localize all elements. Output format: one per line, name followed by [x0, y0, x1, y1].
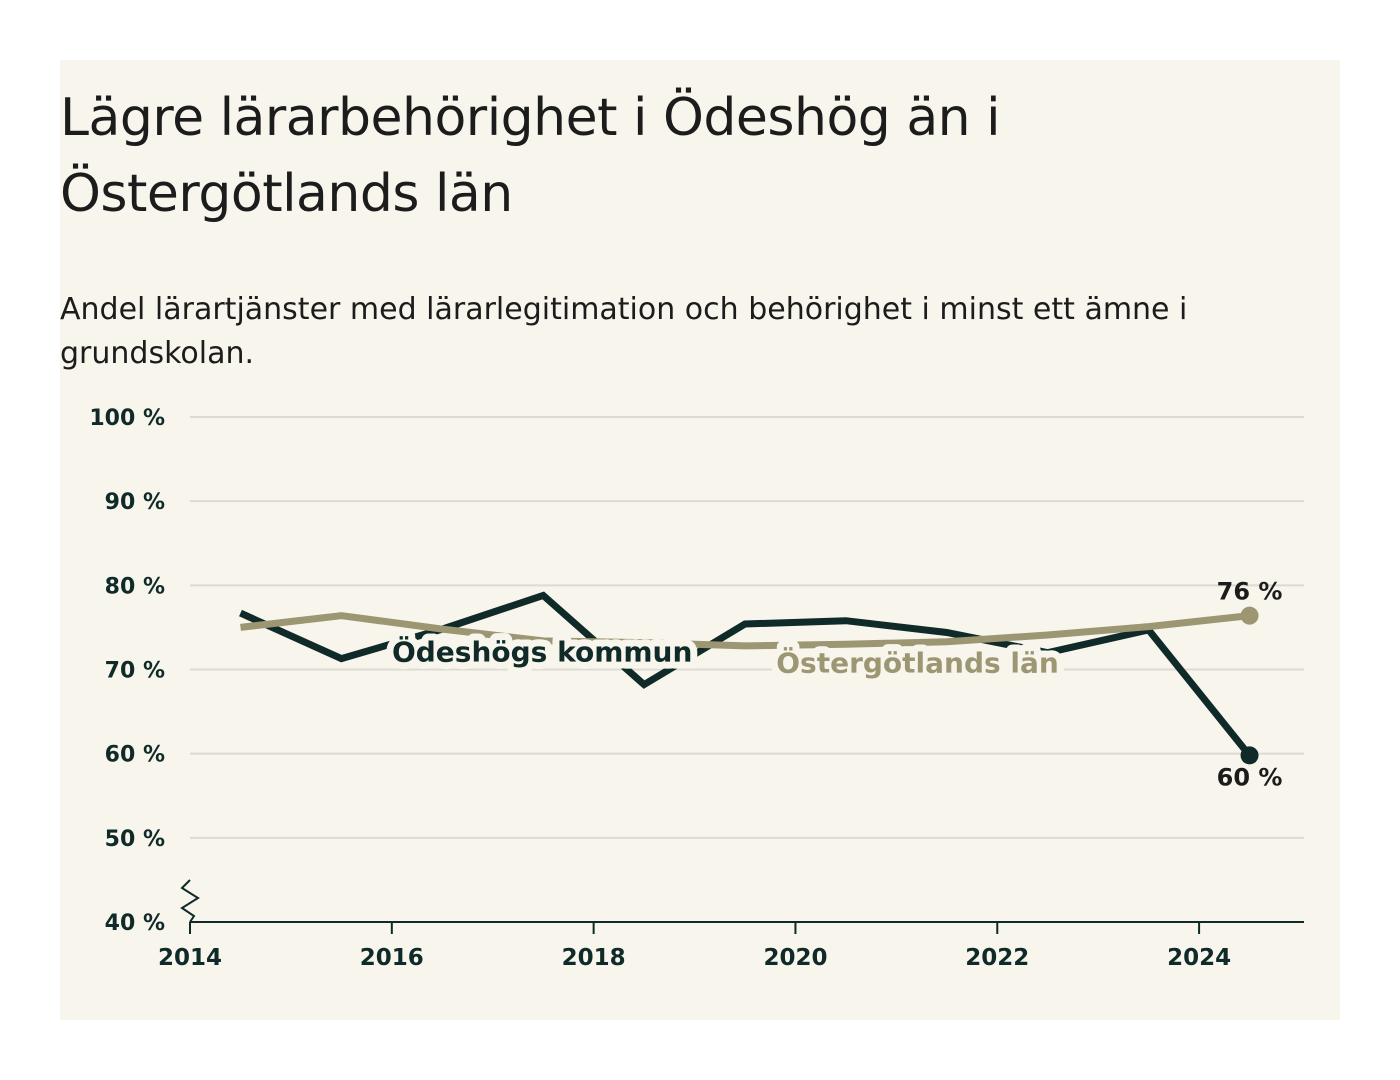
end-label-odeshog: 60 %: [1217, 763, 1283, 791]
x-tick-label: 2014: [158, 945, 222, 971]
y-tick-label: 50 %: [105, 827, 165, 852]
series-line-ostergotland: [240, 612, 1250, 650]
end-point-odeshog: [1240, 746, 1259, 765]
x-tick-label: 2016: [360, 945, 424, 971]
y-tick-label: 80 %: [105, 574, 165, 599]
end-point-ostergotland: [1240, 606, 1259, 625]
series-lines: [239, 591, 1259, 765]
series-name-odeshog-halo: Ödeshögs kommun: [392, 635, 692, 669]
chart-card: Lägre lärarbehörighet i Ödeshög än i Öst…: [60, 60, 1340, 1020]
y-tick-label: 90 %: [105, 490, 165, 515]
series-name-ostergotland-halo: Östergötlands län: [776, 646, 1059, 680]
y-tick-label: 40 %: [105, 911, 165, 936]
y-tick-label: 100 %: [89, 406, 165, 431]
x-tick-label: 2020: [763, 945, 827, 971]
end-label-ostergotland: 76 %: [1217, 578, 1283, 606]
x-tick-label: 2022: [965, 945, 1029, 971]
series-name-ostergotland: Östergötlands län: [776, 646, 1059, 680]
y-tick-label: 60 %: [105, 743, 165, 768]
x-tick-label: 2024: [1167, 945, 1231, 971]
series-name-odeshog: Ödeshögs kommun: [392, 635, 692, 669]
axis-break-icon: [180, 879, 200, 923]
gridlines: [190, 416, 1304, 839]
x-tick-label: 2018: [562, 945, 626, 971]
y-tick-label: 70 %: [105, 659, 165, 684]
axes: 40 % 50 % 60 % 70 % 80 % 90 % 100 % 2014 2016 201…: [89, 406, 1304, 971]
series-line-odeshog: [239, 591, 1253, 758]
chart-subtitle: Andel lärartjänster med lärarlegitimatio…: [60, 292, 1188, 371]
chart-title: Lägre lärarbehörighet i Ödeshög än i Öst…: [60, 88, 1001, 224]
